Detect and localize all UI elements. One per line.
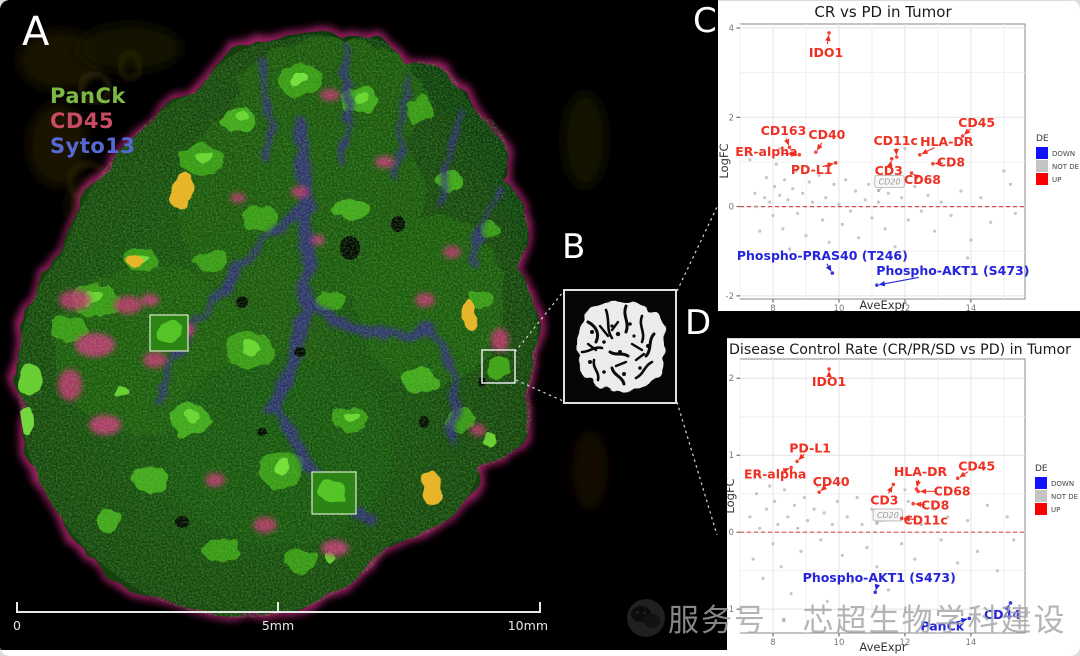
panel-d-left-margin bbox=[718, 338, 727, 650]
svg-text:0: 0 bbox=[729, 203, 734, 213]
labeled-markers: IDO1 PD-L1 ER-alpha CD40 HLA-DR CD45 CD68 CD3 CD… bbox=[744, 367, 1021, 633]
marker-label: PanCk bbox=[920, 618, 964, 633]
marker-label: ER-alpha bbox=[744, 467, 806, 482]
scale-bar bbox=[16, 602, 541, 613]
marker-label: ER-alpha bbox=[735, 144, 797, 159]
marker-label: IDO1 bbox=[812, 374, 846, 389]
gridlines bbox=[739, 359, 1025, 633]
marker-label: CD45 bbox=[958, 115, 995, 130]
roi-box bbox=[481, 349, 516, 384]
de-legend-entry: DOWN bbox=[1051, 480, 1074, 488]
panel-c-label: C bbox=[693, 1, 717, 41]
chart-title: Disease Control Rate (CR/PR/SD vs PD) in… bbox=[729, 342, 1071, 358]
de-legend-title: DE bbox=[1035, 464, 1048, 474]
panel-a-label: A bbox=[22, 9, 50, 55]
chart-svg: 8101214-1012AveExprLogFCIDO1PD-L1ER-alph… bbox=[723, 342, 1078, 654]
marker-label: CD3 bbox=[875, 163, 903, 178]
de-legend-entry: NOT DE bbox=[1051, 493, 1078, 501]
volcano-plot-cr-vs-pd: 8 10 12 14 -2 0 2 4 AveExpr LogFC IDO1 CD163 CD40 ER-… bbox=[717, 0, 1080, 314]
marker-label: HLA-DR bbox=[894, 464, 948, 479]
svg-text:2: 2 bbox=[729, 113, 734, 123]
marker-label: CD163 bbox=[761, 123, 807, 138]
segmentation-mask-panel bbox=[563, 289, 677, 404]
svg-text:8: 8 bbox=[770, 304, 775, 311]
scatter-points bbox=[748, 472, 1016, 603]
x-axis-title: AveExpr bbox=[859, 298, 906, 311]
marker-label: Phospho-AKT1 (S473) bbox=[803, 570, 956, 585]
scale-bar-label-start: 0 bbox=[13, 618, 21, 633]
chart-title: CR vs PD in Tumor bbox=[814, 3, 952, 21]
svg-text:12: 12 bbox=[900, 638, 911, 648]
panel-b-label: B bbox=[562, 227, 586, 267]
axis-ticks: 8 10 12 14 -2 0 2 4 bbox=[726, 24, 977, 314]
scale-bar-label-mid: 5mm bbox=[262, 618, 294, 633]
marker-label: IDO1 bbox=[809, 45, 843, 60]
y-axis-title: LogFC bbox=[718, 143, 731, 178]
svg-text:4: 4 bbox=[729, 24, 734, 34]
volcano-plot-dcr-vs-pd: 8101214-1012AveExprLogFCIDO1PD-L1ER-alph… bbox=[723, 338, 1080, 656]
y-axis-title: LogFC bbox=[727, 478, 737, 513]
yellow-artifacts bbox=[125, 173, 476, 506]
svg-text:14: 14 bbox=[965, 304, 976, 311]
marker-label: CD40 bbox=[813, 474, 850, 489]
panel-divider bbox=[718, 310, 1080, 338]
de-legend-entry: NOT DE bbox=[1052, 163, 1079, 171]
marker-label: CD8 bbox=[937, 155, 965, 170]
de-legend-title: DE bbox=[1036, 134, 1049, 144]
marker-label: CD45 bbox=[958, 458, 995, 473]
marker-label: CD11c bbox=[874, 133, 918, 148]
marker-label: CD11c bbox=[903, 512, 947, 527]
marker-label: CD20 bbox=[879, 178, 901, 187]
svg-text:12: 12 bbox=[900, 304, 911, 311]
stain-legend-item: PanCk bbox=[50, 84, 126, 108]
svg-text:14: 14 bbox=[965, 638, 976, 648]
tissue-fluorescence-image: 0 5mm 10mm bbox=[13, 24, 718, 633]
svg-text:2: 2 bbox=[729, 374, 734, 384]
plot-panel bbox=[739, 358, 1026, 634]
svg-text:-1: -1 bbox=[727, 605, 734, 615]
marker-label: Phospho-PRAS40 (T246) bbox=[737, 248, 908, 263]
stain-legend-item: CD45 bbox=[50, 109, 115, 133]
scatter-points bbox=[748, 147, 1017, 260]
marker-label: CD8 bbox=[921, 498, 949, 513]
gridlines bbox=[739, 24, 1025, 299]
connector-lines bbox=[514, 206, 718, 536]
svg-text:-2: -2 bbox=[726, 292, 734, 302]
de-legend-entry: DOWN bbox=[1052, 150, 1075, 158]
svg-text:10: 10 bbox=[834, 638, 845, 648]
stain-legend: PanCk CD45 Syto13 bbox=[50, 84, 136, 159]
marker-label: CD3 bbox=[870, 492, 898, 507]
de-legend-entry: UP bbox=[1051, 506, 1060, 514]
stain-legend-item: Syto13 bbox=[50, 134, 136, 158]
highlighted-regions bbox=[149, 314, 357, 515]
marker-label: HLA-DR bbox=[920, 134, 974, 149]
labeled-markers: IDO1 CD163 CD40 ER-alpha PD-L1 CD11c HLA-DR CD4… bbox=[735, 31, 1029, 287]
marker-label: CD44 bbox=[984, 607, 1021, 622]
de-legend-entry: UP bbox=[1052, 176, 1061, 184]
scale-bar-label-end: 10mm bbox=[508, 618, 548, 633]
svg-text:8: 8 bbox=[770, 638, 775, 648]
marker-label: Phospho-AKT1 (S473) bbox=[876, 263, 1029, 278]
marker-label: CD68 bbox=[904, 172, 941, 187]
x-axis-title: AveExpr bbox=[859, 640, 906, 654]
marker-label: CD68 bbox=[934, 483, 971, 498]
svg-text:10: 10 bbox=[834, 304, 845, 311]
svg-text:0: 0 bbox=[729, 528, 734, 538]
marker-label: CD20 bbox=[877, 511, 899, 520]
chart-svg: 8 10 12 14 -2 0 2 4 AveExpr LogFC IDO1 CD163 CD40 ER-… bbox=[717, 3, 1079, 314]
marker-label: CD40 bbox=[808, 127, 845, 142]
svg-text:1: 1 bbox=[729, 451, 734, 461]
marker-label: PD-L1 bbox=[789, 440, 831, 455]
marker-label: PD-L1 bbox=[791, 162, 833, 177]
panel-d-label: D bbox=[685, 303, 712, 343]
